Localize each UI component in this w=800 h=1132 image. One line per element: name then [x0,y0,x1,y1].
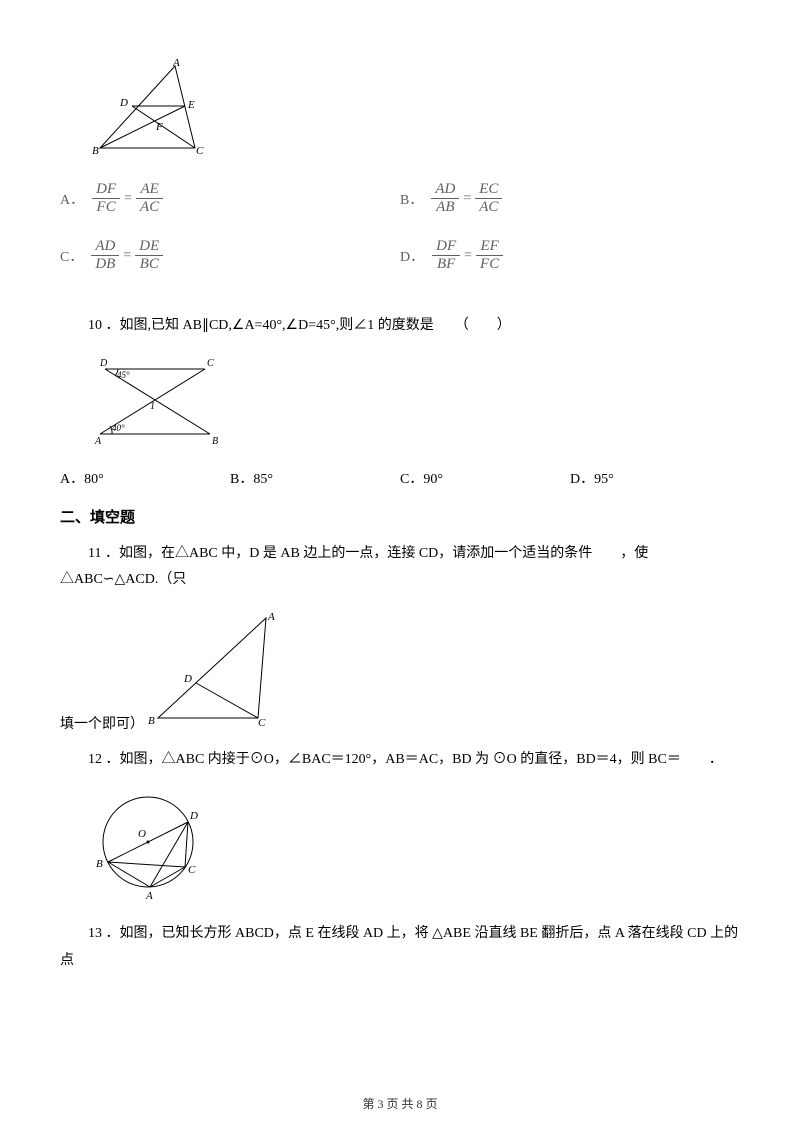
section-2-header: 二、填空题 [60,506,740,527]
equals: = [124,191,132,207]
q11-diagram: A D B C [148,608,298,733]
q11-lbl-B: B [148,715,155,727]
q10-lbl-C: C [207,358,214,369]
q10-opt-B[interactable]: B．85° [230,468,400,488]
opt-label: C． [60,246,83,266]
q10-opt-A[interactable]: A．80° [60,468,230,488]
q10-lbl-A: A [94,436,102,447]
q12-lbl-D: D [189,810,198,822]
q12-lbl-A: A [145,890,153,902]
q9-lbl-E: E [187,99,195,111]
q10-angle45: 45° [117,370,130,380]
equals: = [463,191,471,207]
q12-lbl-B: B [96,858,103,870]
q10-opt-D[interactable]: D．95° [570,468,740,488]
q9-lbl-D: D [119,97,128,109]
page-footer: 第 3 页 共 8 页 [0,1095,800,1112]
q9-opt-D[interactable]: D． DFBF = EFFC [400,238,740,273]
equals: = [464,248,472,264]
q11-lbl-D: D [183,673,192,685]
q9-lbl-F: F [155,121,163,133]
q11-lbl-A: A [267,611,275,623]
q10-one: 1 [150,401,155,412]
q13-tri: △ABE [432,926,471,941]
q13-pre: 13 ．如图，已知长方形 ABCD，点 E 在线段 AD 上，将 [88,926,432,941]
q9-diagram: A D E F B C [90,58,740,163]
q9-opt-B[interactable]: B． ADAB = ECAC [400,181,740,216]
q10-options: A．80° B．85° C．90° D．95° [60,468,740,488]
opt-label: D． [400,246,424,266]
q10-text: 10 ．如图,已知 AB∥CD,∠A=40°,∠D=45°,则∠1 的度数是 （… [60,313,740,340]
q11-text: 11 ．如图，在△ABC 中，D 是 AB 边上的一点，连接 CD，请添加一个适… [60,541,740,594]
q12-lbl-O: O [138,828,146,840]
q9-opt-A[interactable]: A． DFFC = AEAC [60,181,400,216]
q12-lbl-C: C [188,864,196,876]
q10-angle40: 40° [112,423,125,433]
q10-lbl-D: D [99,358,108,369]
q11-tail: 填一个即可） [60,713,144,733]
q9-lbl-B: B [92,145,99,157]
q12-diagram: O D B C A [90,787,740,907]
q10-diagram: D C A B 45° 40° 1 [90,354,740,454]
equals: = [123,248,131,264]
opt-label: A． [60,189,84,209]
q13-text: 13 ．如图，已知长方形 ABCD，点 E 在线段 AD 上，将 △ABE 沿直… [60,921,740,974]
q9-lbl-A: A [172,58,180,69]
q12-text: 12 ．如图，△ABC 内接于⊙O，∠BAC＝120°，AB＝AC，BD 为 ⊙… [60,747,740,774]
q10-opt-C[interactable]: C．90° [400,468,570,488]
q11-lbl-C: C [258,717,266,728]
q10-lbl-B: B [212,436,218,447]
q9-options: A． DFFC = AEAC B． ADAB = ECAC C． ADDB = … [60,181,740,295]
q9-opt-C[interactable]: C． ADDB = DEBC [60,238,400,273]
q9-lbl-C: C [196,145,204,157]
opt-label: B． [400,189,423,209]
